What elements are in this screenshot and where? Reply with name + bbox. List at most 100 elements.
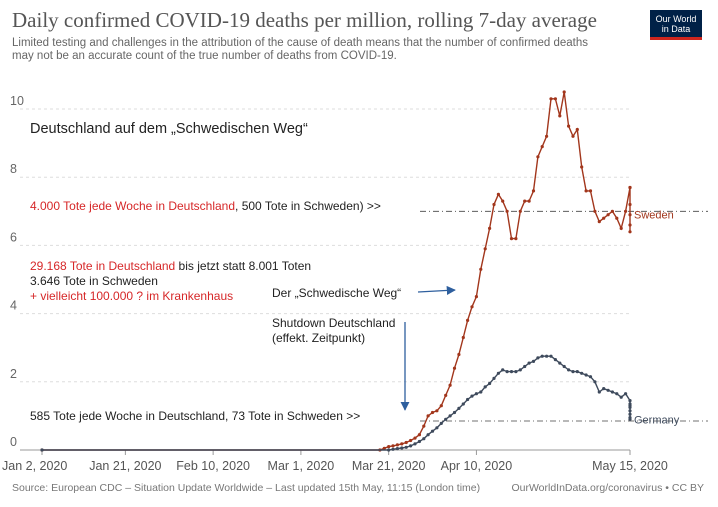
data-point [400,446,404,450]
data-point [575,370,579,374]
data-point [567,124,571,128]
data-point [439,421,443,425]
data-point [435,409,439,413]
data-point [584,373,588,377]
data-point [567,368,571,372]
data-point [549,97,553,101]
data-point [409,438,413,443]
data-point [575,127,579,132]
y-tick-label: 2 [10,367,17,381]
x-tick-label: May 15, 2020 [592,459,668,473]
data-point [400,442,404,446]
data-point [457,352,461,357]
data-point [624,392,628,396]
data-point [448,414,452,418]
data-point [40,448,44,452]
annotation-arrows [400,285,456,411]
annotation-hospital: + vielleicht 100.000 ? im Krankenhaus [30,289,234,303]
data-point [466,397,470,402]
series-label: Sweden [634,210,674,222]
data-point [562,90,566,94]
data-point [523,364,527,369]
data-point [628,230,632,234]
y-tick-label: 8 [10,162,17,176]
data-point [628,405,632,409]
footer-credit[interactable]: OurWorldInData.org/coronavirus • CC BY [511,482,704,494]
data-point [602,387,606,391]
data-point [624,209,628,213]
data-point [518,368,522,372]
data-point [422,424,426,428]
data-point [452,366,457,370]
annotation-total: 29.168 Tote in Deutschland bis jetzt sta… [30,259,311,273]
chart-title: Daily confirmed COVID-19 deaths per mill… [12,8,597,32]
series-germany: Germany [40,354,680,452]
logo-line-2: in Data [661,24,691,34]
data-point [540,354,544,358]
data-point [470,305,474,309]
data-point [448,383,452,387]
data-point [540,145,544,149]
data-point [426,414,430,418]
data-point [395,443,399,447]
data-point [474,295,478,299]
data-point [492,376,496,380]
data-point [417,433,421,437]
data-point [466,318,470,322]
data-point [435,426,439,430]
data-point [619,226,623,230]
logo-line-1: Our World [655,14,697,24]
data-point [597,220,601,224]
data-point [514,237,518,241]
y-tick-label: 6 [10,230,17,244]
data-point [422,437,426,441]
data-point [488,226,492,230]
annotation-heading: Deutschland auf dem „Schwedischen Weg“ [30,121,308,137]
annotation-weekly-bottom: 585 Tote jede Woche in Deutschland, 73 T… [30,409,361,423]
data-point [470,394,474,398]
data-point [597,390,601,394]
data-point [439,404,443,408]
data-point [571,370,575,374]
data-point [549,354,553,358]
data-point [593,380,597,384]
data-point [417,439,421,444]
data-point [382,446,386,450]
data-point [430,410,435,415]
annotation-sweden-total: 3.646 Tote in Schweden [30,274,158,288]
data-point [628,185,632,190]
data-point [562,364,566,369]
data-point [387,445,391,449]
data-point [496,192,500,196]
data-point [488,381,492,386]
data-point [580,371,584,375]
data-point [602,216,606,220]
data-point [514,370,518,374]
data-point [404,445,408,449]
data-point [461,335,465,340]
data-point [509,370,514,374]
x-tick-label: Mar 1, 2020 [268,459,335,473]
data-point [409,444,413,448]
footer-source: Source: European CDC – Situation Update … [12,482,481,494]
data-point [571,134,575,138]
x-tick-label: Feb 10, 2020 [176,459,250,473]
y-tick-label: 4 [10,299,17,313]
data-point [536,155,540,159]
data-point [531,189,536,193]
data-point [483,385,487,389]
annotation-weekly-top-black: , 500 Tote in Schweden) >> [235,199,381,213]
data-point [505,209,509,213]
data-point [610,390,615,394]
data-point [501,368,505,372]
data-point [505,370,509,374]
data-point [426,433,430,437]
annotation-shutdown-2: (effekt. Zeitpunkt) [272,331,366,345]
data-point [479,390,483,394]
x-tick-label: Mar 21, 2020 [352,459,426,473]
data-point [492,202,496,207]
data-point [413,442,417,446]
data-point [531,359,536,363]
data-point [628,417,632,421]
owid-logo[interactable]: Our World in Data [650,10,702,40]
